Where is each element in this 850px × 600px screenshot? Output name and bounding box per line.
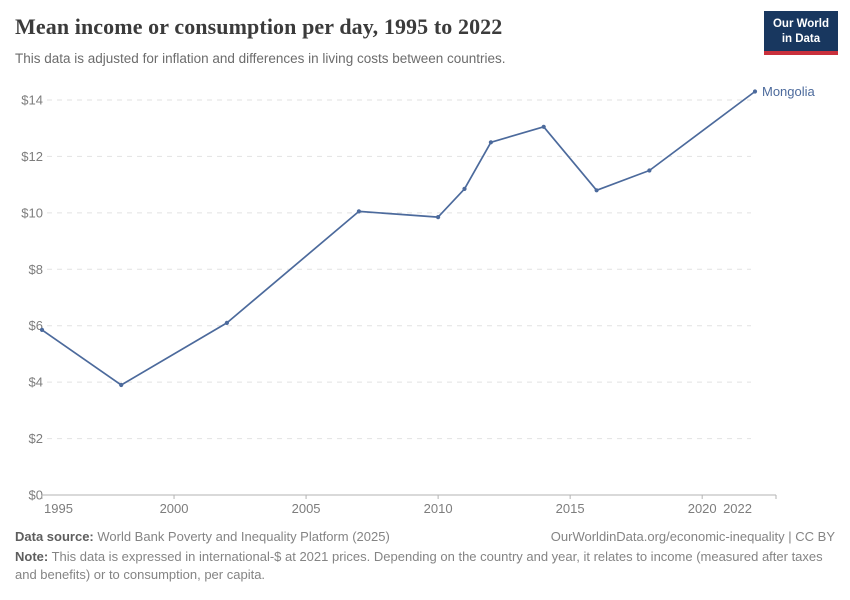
x-axis-tick-label: 2000 — [160, 501, 189, 516]
data-point[interactable] — [541, 124, 546, 129]
data-source-label: Data source: — [15, 529, 94, 544]
x-axis-tick-label: 2015 — [556, 501, 585, 516]
line-chart[interactable]: $0 $2 $4 $6 $8 $10 $12 $14 1995 2000 2005 2010 2015 2… — [0, 0, 850, 525]
data-point[interactable] — [39, 327, 45, 332]
data-source: Data source: World Bank Poverty and Ineq… — [15, 529, 390, 544]
x-axis-tick-label: 2005 — [292, 501, 321, 516]
data-point[interactable] — [647, 168, 652, 173]
data-point[interactable] — [119, 382, 124, 388]
y-axis-tick-label: $4 — [29, 375, 43, 390]
data-source-text: World Bank Poverty and Inequality Platfo… — [93, 529, 390, 544]
data-point[interactable] — [356, 209, 361, 214]
y-axis-tick-label: $6 — [29, 318, 43, 333]
data-point[interactable] — [594, 188, 599, 193]
chart-footer: Data source: World Bank Poverty and Ineq… — [15, 529, 835, 585]
owid-logo-line2: in Data — [781, 32, 821, 45]
owid-logo: Our World in Data — [763, 11, 838, 55]
data-point[interactable] — [752, 89, 758, 94]
y-axis-tick-label: $8 — [29, 262, 43, 277]
y-axis-tick-label: $14 — [21, 93, 43, 108]
data-point[interactable] — [224, 320, 229, 325]
attribution-link[interactable]: OurWorldinData.org/economic-inequality |… — [550, 529, 835, 544]
chart-subtitle: This data is adjusted for inflation and … — [15, 51, 506, 66]
x-axis-tick-label: 2010 — [424, 501, 453, 516]
y-axis-tick-label: $2 — [29, 431, 43, 446]
y-axis-tick-label: $12 — [21, 149, 43, 164]
data-point[interactable] — [436, 215, 441, 220]
note-text: This data is expressed in international-… — [15, 549, 823, 583]
note-label: Note: — [15, 549, 49, 564]
series-end-label-mongolia[interactable]: Mongolia — [762, 84, 816, 99]
data-point[interactable] — [488, 140, 493, 145]
x-axis-tick-label: 2020 — [688, 501, 717, 516]
data-point[interactable] — [462, 186, 467, 191]
x-axis-tick-label: 2022 — [723, 501, 752, 516]
chart-note: Note: This data is expressed in internat… — [15, 548, 835, 585]
x-axis-tick-label: 1995 — [44, 501, 73, 516]
y-axis-tick-label: $0 — [29, 488, 43, 503]
series-line-mongolia[interactable] — [41, 90, 756, 386]
owid-logo-line1: Our World — [772, 18, 829, 30]
y-axis-tick-label: $10 — [21, 205, 43, 220]
page-title: Mean income or consumption per day, 1995… — [15, 14, 503, 39]
